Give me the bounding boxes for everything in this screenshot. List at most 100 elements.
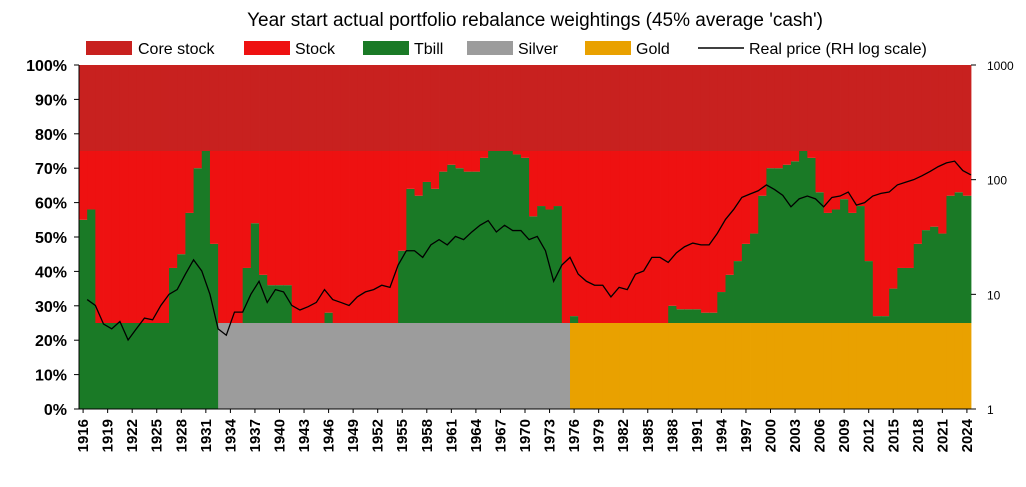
bar-gold-2000 bbox=[766, 323, 775, 409]
bar-gold-2007 bbox=[823, 323, 833, 409]
bar-stock-1949 bbox=[349, 151, 358, 323]
x-tick-label: 2000 bbox=[763, 419, 780, 452]
bar-tbill-1969 bbox=[512, 154, 522, 323]
bar-core-stock-2023 bbox=[954, 65, 964, 151]
bar-stock-1921 bbox=[119, 151, 129, 323]
bar-stock-1996 bbox=[733, 151, 743, 262]
bar-gold-1997 bbox=[741, 323, 751, 409]
x-tick-label: 1958 bbox=[419, 419, 436, 452]
bar-stock-2016 bbox=[897, 151, 906, 268]
bar-tbill-1946 bbox=[324, 312, 334, 323]
bar-silver-1951 bbox=[365, 323, 375, 409]
bar-core-stock-2012 bbox=[864, 65, 874, 151]
bar-stock-1930 bbox=[193, 151, 203, 169]
bar-tbill-2024 bbox=[962, 195, 972, 323]
bar-stock-1932 bbox=[209, 151, 219, 244]
right-tick-label: 1000 bbox=[987, 59, 1014, 73]
x-tick-label: 1964 bbox=[468, 418, 485, 452]
bar-core-stock-1924 bbox=[144, 65, 154, 151]
bar-silver-1940 bbox=[275, 323, 284, 409]
bar-tbill-1918 bbox=[95, 323, 104, 409]
bar-core-stock-1972 bbox=[537, 65, 546, 151]
bar-stock-1928 bbox=[177, 151, 186, 255]
bar-gold-2022 bbox=[946, 323, 956, 409]
bar-core-stock-1927 bbox=[169, 65, 178, 151]
bar-stock-1964 bbox=[471, 151, 481, 172]
bar-tbill-2011 bbox=[856, 206, 866, 323]
x-tick-label: 1976 bbox=[566, 419, 583, 452]
bar-tbill-1932 bbox=[209, 243, 219, 409]
bar-stock-2022 bbox=[946, 151, 956, 196]
bar-stock-1983 bbox=[627, 151, 636, 323]
bar-core-stock-1977 bbox=[578, 65, 587, 151]
bar-tbill-2002 bbox=[782, 164, 792, 323]
x-tick-label: 1994 bbox=[713, 418, 730, 452]
bar-tbill-2020 bbox=[930, 226, 939, 323]
bar-stock-1934 bbox=[226, 151, 235, 323]
chart-title: Year start actual portfolio rebalance we… bbox=[247, 10, 823, 31]
bar-tbill-2003 bbox=[790, 161, 800, 323]
bar-stock-1950 bbox=[357, 151, 366, 323]
bar-gold-1985 bbox=[643, 323, 653, 409]
bar-silver-1936 bbox=[242, 323, 252, 409]
bar-stock-1981 bbox=[610, 151, 620, 323]
bar-silver-1956 bbox=[406, 323, 415, 409]
bar-core-stock-1945 bbox=[316, 65, 325, 151]
real-price-series bbox=[86, 160, 972, 342]
bar-core-stock-1973 bbox=[545, 65, 555, 151]
x-tick-label: 1979 bbox=[591, 419, 608, 452]
bar-core-stock-1948 bbox=[340, 65, 350, 151]
bar-core-stock-2019 bbox=[921, 65, 931, 151]
bar-tbill-1970 bbox=[520, 157, 530, 323]
x-tick-label: 1970 bbox=[517, 419, 534, 452]
bar-silver-1937 bbox=[250, 323, 260, 409]
bar-stock-1918 bbox=[95, 151, 104, 323]
bar-stock-1977 bbox=[578, 151, 587, 323]
bar-gold-2002 bbox=[782, 323, 792, 409]
legend: Core stock Stock Tbill Silver Gold Real … bbox=[86, 41, 927, 58]
bar-silver-1969 bbox=[512, 323, 522, 409]
bar-tbill-1919 bbox=[103, 323, 113, 409]
bar-stock-1935 bbox=[234, 151, 244, 323]
legend-label-gold: Gold bbox=[636, 41, 670, 58]
bar-gold-1989 bbox=[676, 323, 685, 409]
bar-tbill-1940 bbox=[275, 285, 284, 323]
bar-tbill-2010 bbox=[848, 212, 857, 323]
bar-gold-1988 bbox=[668, 323, 677, 409]
bar-core-stock-1940 bbox=[275, 65, 284, 151]
bar-core-stock-1944 bbox=[308, 65, 317, 151]
bar-core-stock-1930 bbox=[193, 65, 203, 151]
bar-tbill-2022 bbox=[946, 195, 956, 323]
bar-core-stock-1968 bbox=[504, 65, 514, 151]
bar-silver-1948 bbox=[340, 323, 350, 409]
bar-tbill-1990 bbox=[684, 309, 694, 323]
bar-silver-1963 bbox=[463, 323, 473, 409]
bar-tbill-1928 bbox=[177, 254, 186, 409]
bar-stock-1942 bbox=[291, 151, 301, 323]
bar-core-stock-1992 bbox=[700, 65, 710, 151]
bar-stock-1924 bbox=[144, 151, 154, 323]
legend-swatch-stock bbox=[244, 41, 290, 55]
bar-stock-2001 bbox=[774, 151, 784, 169]
bar-gold-1998 bbox=[750, 323, 759, 409]
bar-core-stock-2018 bbox=[913, 65, 923, 151]
bar-stock-1927 bbox=[169, 151, 178, 268]
bar-stock-1999 bbox=[758, 151, 767, 196]
bar-core-stock-1936 bbox=[242, 65, 252, 151]
bar-core-stock-1978 bbox=[586, 65, 595, 151]
bar-core-stock-1963 bbox=[463, 65, 473, 151]
bar-stock-2000 bbox=[766, 151, 775, 169]
bar-core-stock-1980 bbox=[602, 65, 612, 151]
bar-stock-1941 bbox=[283, 151, 293, 286]
bar-core-stock-1999 bbox=[758, 65, 767, 151]
bar-core-stock-1934 bbox=[226, 65, 235, 151]
legend-label-stock: Stock bbox=[295, 41, 336, 58]
bar-tbill-2007 bbox=[823, 212, 833, 323]
bar-core-stock-1954 bbox=[389, 65, 399, 151]
bar-tbill-1968 bbox=[504, 151, 514, 323]
bar-core-stock-1967 bbox=[496, 65, 505, 151]
bar-stock-1969 bbox=[512, 151, 522, 155]
bar-stock-1986 bbox=[651, 151, 661, 323]
bar-core-stock-2017 bbox=[905, 65, 915, 151]
